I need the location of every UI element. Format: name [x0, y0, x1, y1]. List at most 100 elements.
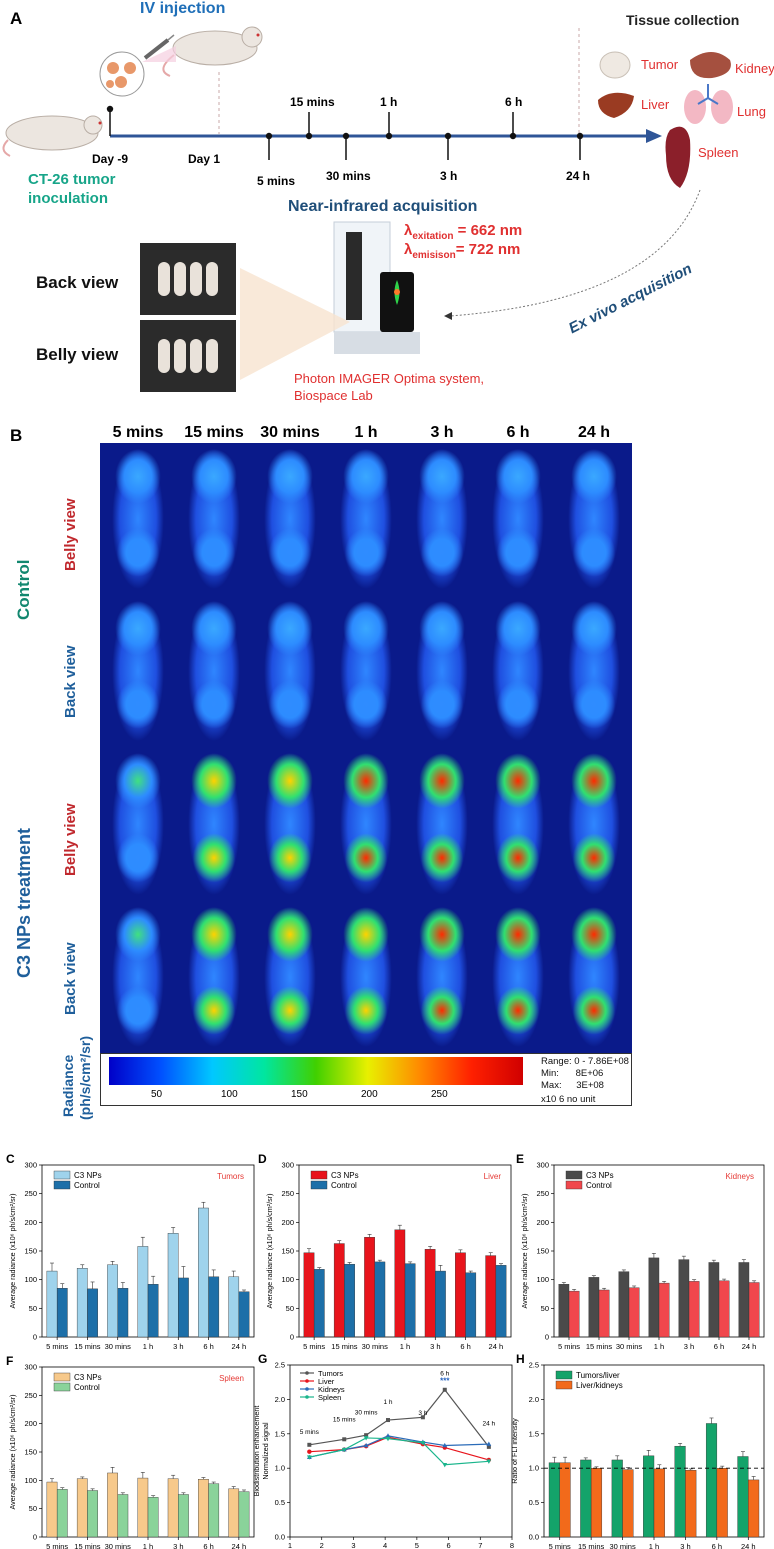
bar [238, 1491, 250, 1538]
fluorescence-image [480, 443, 556, 595]
data-point [486, 1444, 491, 1449]
legend-swatch [310, 1170, 328, 1180]
y-tick-label: 0.5 [529, 1498, 539, 1507]
min-label: Min: [541, 1068, 559, 1079]
bar [598, 1289, 610, 1338]
bar [198, 1479, 209, 1538]
bar [107, 1472, 118, 1538]
tissue-collection-label: Tissue collection [626, 12, 740, 28]
bar [685, 1470, 697, 1538]
fluorescence-image [176, 443, 252, 595]
radiance-label-line2: (ph/s/cm²/sr) [77, 1035, 93, 1120]
fluorescence-image [404, 901, 480, 1053]
bar [618, 1271, 630, 1338]
y-tick-label: 150 [24, 1247, 37, 1256]
y-tick-label: 300 [281, 1161, 294, 1170]
bar [590, 1468, 603, 1538]
data-point [442, 1442, 448, 1448]
timeline-label-6h: 6 h [505, 95, 523, 109]
colorbar-tick-label: 250 [431, 1089, 448, 1100]
x-tick-label: 7 [478, 1541, 482, 1549]
organ-label-tumor: Tumor [641, 57, 679, 72]
y-axis-label: Normalized signal [261, 1422, 270, 1480]
x-tick-label: 6 [446, 1541, 450, 1549]
y-tick-label: 200 [24, 1218, 37, 1227]
unit-note: x10 6 no unit [541, 1094, 596, 1105]
bar [658, 1282, 670, 1338]
bar [364, 1237, 375, 1338]
plot-frame [289, 1364, 513, 1538]
timeline-arrowhead [646, 129, 662, 143]
chart-h: H 0.0 0.5 1.0 1.5 2.0 2.5 Ratio of FLI intensit… [510, 1352, 765, 1549]
lambda-ex-value: = 662 nm [453, 222, 523, 239]
bar [87, 1288, 98, 1338]
legend-marker [305, 1395, 309, 1399]
y-axis-label: Average radiance (x10⁶ ph/s/cm²/sr) [265, 1193, 274, 1308]
data-point [442, 1462, 448, 1468]
organ-label-spleen: Spleen [698, 145, 739, 160]
row-label-belly-control: Belly view [62, 498, 79, 571]
time-annotation: 24 h [483, 1421, 496, 1428]
range-label: Range: 0 - 7.86E+08 [541, 1056, 629, 1067]
chart-e: E 0 50 100 150 200 250 300 Average radiance (x10… [516, 1152, 765, 1351]
back-view-photo [140, 243, 236, 315]
bar [588, 1277, 600, 1338]
x-tick-label: 1 h [649, 1542, 659, 1549]
x-tick-label: 24 h [741, 1542, 756, 1549]
legend-marker [305, 1387, 309, 1391]
x-tick-label: 6 h [712, 1542, 722, 1549]
x-tick-label: 6 h [714, 1342, 724, 1351]
fluorescence-image [252, 747, 328, 901]
legend-label: C3 NPs [74, 1373, 102, 1382]
bar [485, 1255, 497, 1338]
min-row: Min: 8E+06 [541, 1068, 629, 1080]
y-tick-label: 0 [33, 1333, 37, 1342]
y-tick-label: 1.0 [275, 1464, 285, 1473]
y-tick-label: 0.0 [275, 1533, 285, 1542]
bar [333, 1243, 345, 1338]
fluorescence-image [176, 595, 252, 747]
time-header: 3 h [430, 424, 454, 441]
y-tick-label: 300 [24, 1161, 37, 1170]
bar [178, 1494, 189, 1538]
legend-swatch [310, 1180, 328, 1190]
bar [495, 1265, 507, 1338]
syringe-icon [143, 34, 175, 60]
x-tick-label: 5 mins [46, 1542, 68, 1549]
lambda-ex-symbol: λ [404, 222, 413, 239]
fluorescence-image [404, 595, 480, 747]
bar [228, 1276, 240, 1338]
x-tick-label: 6 h [203, 1542, 213, 1549]
bar [238, 1291, 250, 1338]
bar [147, 1497, 159, 1538]
panel-b-letter: B [10, 426, 23, 445]
bar [313, 1269, 325, 1338]
imager-caption: Photon IMAGER Optima system, Biospace La… [294, 370, 484, 404]
legend-label: Liver [318, 1377, 335, 1386]
x-tick-label: 3 h [680, 1542, 690, 1549]
x-tick-label: 3 h [173, 1542, 183, 1549]
panel-letter: C [6, 1152, 15, 1166]
timeline-label-day1: Day 1 [188, 152, 221, 166]
legend-marker [305, 1371, 309, 1375]
fluorescence-image [480, 747, 556, 901]
bar [548, 1462, 560, 1538]
row-label-back-treatment: Back view [62, 942, 79, 1015]
bar [568, 1290, 580, 1338]
time-header: 15 mins [184, 424, 244, 441]
y-axis-label: Average radiance (x10⁶ ph/s/cm²/sr) [8, 1394, 17, 1509]
x-tick-label: 3 h [684, 1342, 694, 1351]
organ-label-lung: Lung [737, 104, 766, 119]
chart-title: Liver [484, 1172, 502, 1181]
data-point [363, 1436, 369, 1441]
bar [46, 1481, 58, 1538]
y-tick-label: 0 [290, 1333, 294, 1342]
x-tick-label: 24 h [742, 1342, 757, 1351]
panel-letter: E [516, 1152, 524, 1166]
time-header: 1 h [354, 424, 378, 441]
y-tick-label: 150 [281, 1247, 294, 1256]
belly-view-label: Belly view [36, 345, 119, 364]
lambda-excitation: λexitation = 662 nm [404, 222, 522, 242]
legend-swatch [555, 1380, 573, 1390]
